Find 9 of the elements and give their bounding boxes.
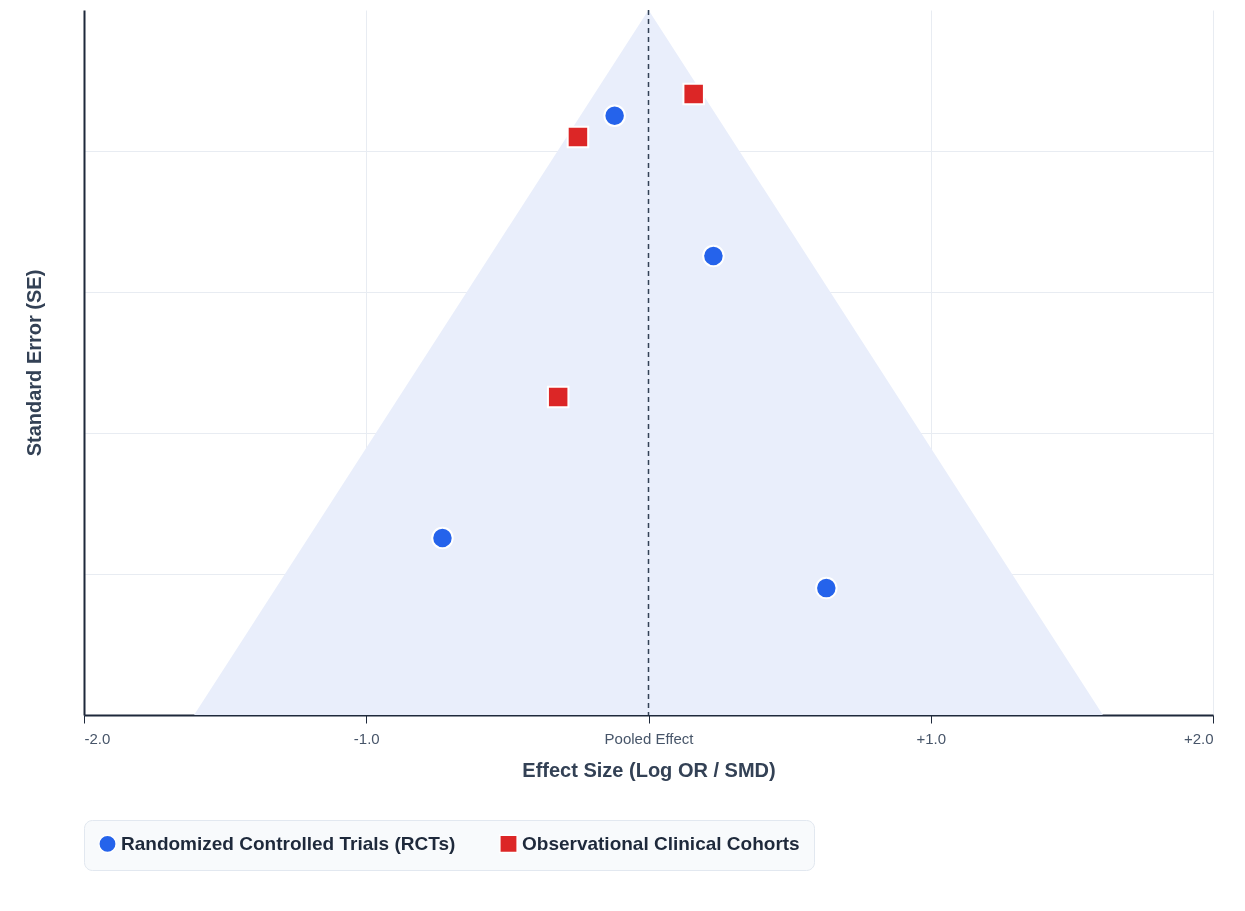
x-tick-label: +1.0 bbox=[916, 729, 947, 747]
legend-label: Observational Clinical Cohorts bbox=[522, 832, 800, 854]
x-tick-label: -1.0 bbox=[353, 729, 380, 747]
x-tick-label: +2.0 bbox=[1183, 729, 1214, 747]
x-axis-title: Effect Size (Log OR / SMD) bbox=[522, 758, 776, 781]
y-axis-title: Standard Error (SE) bbox=[22, 269, 45, 457]
legend-label: Randomized Controlled Trials (RCTs) bbox=[121, 832, 456, 854]
x-tick-label: -2.0 bbox=[84, 729, 111, 747]
x-tick-label: Pooled Effect bbox=[604, 729, 695, 747]
